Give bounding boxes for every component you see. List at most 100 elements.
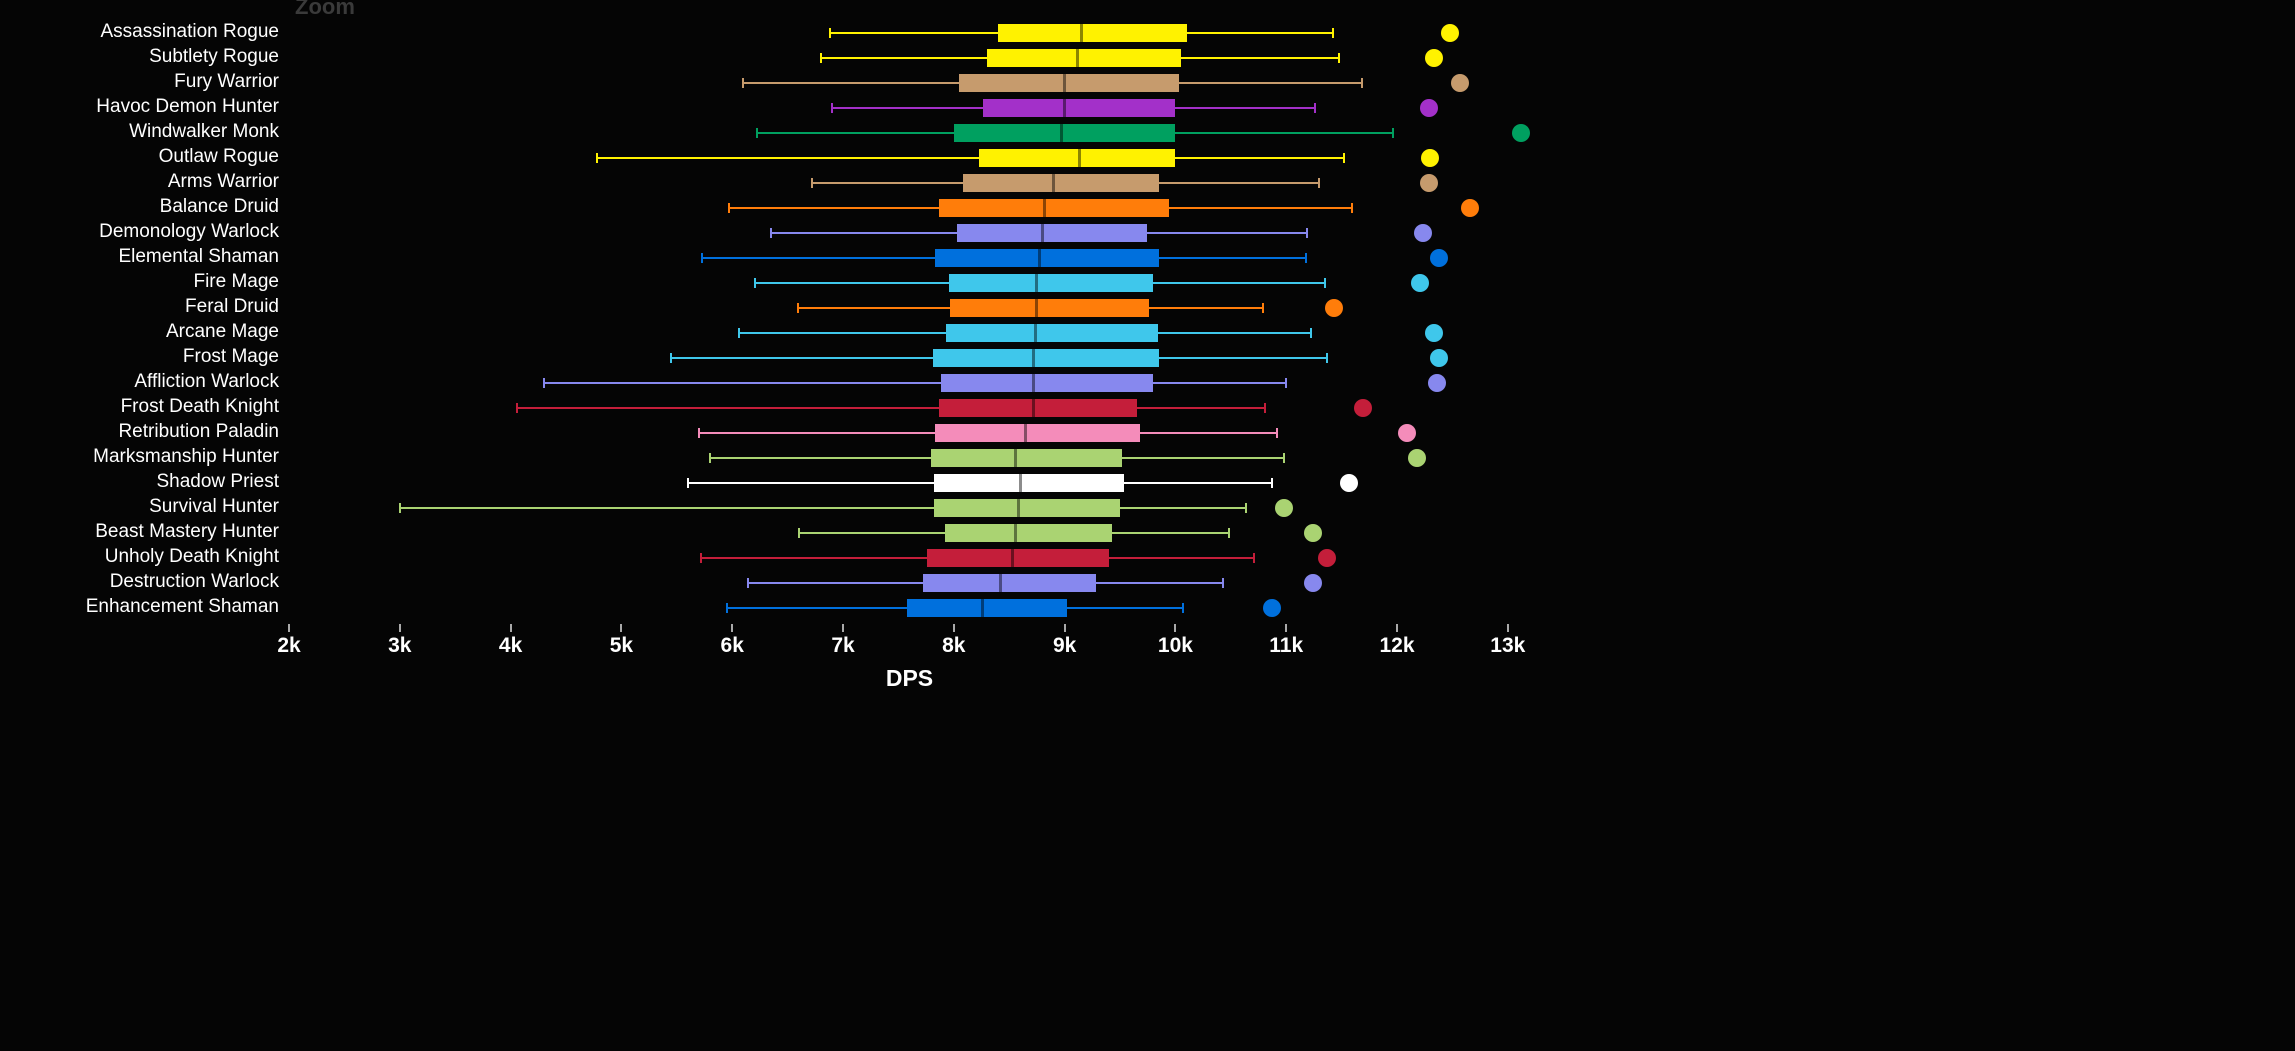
outlier-point[interactable] [1411,274,1429,292]
category-label: Beast Mastery Hunter [95,521,279,543]
x-axis-tick-label: 11k [1269,634,1303,658]
zoom-label[interactable]: Zoom [295,0,355,20]
chart-container: Zoom Assassination RogueSubtlety RogueFu… [0,0,1530,718]
box[interactable] [923,574,1096,592]
box[interactable] [950,299,1148,317]
box[interactable] [935,424,1140,442]
category-label: Retribution Paladin [118,421,279,443]
outlier-point[interactable] [1275,499,1293,517]
category-label: Feral Druid [185,296,279,318]
whisker-low [771,232,957,234]
whisker-high [1159,357,1327,359]
whisker-low [755,282,949,284]
outlier-point[interactable] [1325,299,1343,317]
box[interactable] [959,74,1178,92]
x-axis-tick [1064,624,1066,632]
whisker-high [1179,82,1362,84]
outlier-point[interactable] [1421,149,1439,167]
outlier-point[interactable] [1414,224,1432,242]
outlier-point[interactable] [1318,549,1336,567]
box[interactable] [983,99,1176,117]
outlier-point[interactable] [1304,574,1322,592]
whisker-cap-high [1324,278,1326,288]
x-axis-tick-label: 2k [277,634,300,658]
box[interactable] [939,399,1136,417]
category-label: Marksmanship Hunter [93,446,279,468]
outlier-point[interactable] [1425,49,1443,67]
box[interactable] [935,249,1159,267]
box[interactable] [939,199,1168,217]
outlier-point[interactable] [1354,399,1372,417]
x-axis-tick-label: 8k [942,634,965,658]
whisker-high [1137,407,1266,409]
outlier-point[interactable] [1340,474,1358,492]
outlier-point[interactable] [1263,599,1281,617]
outlier-point[interactable] [1430,349,1448,367]
category-label: Elemental Shaman [118,246,279,268]
whisker-cap-high [1392,128,1394,138]
whisker-high [1112,532,1228,534]
x-axis-tick [842,624,844,632]
outlier-point[interactable] [1420,174,1438,192]
outlier-point[interactable] [1512,124,1530,142]
median-line [1035,274,1038,292]
box[interactable] [941,374,1154,392]
category-label: Unholy Death Knight [105,546,279,568]
box[interactable] [931,449,1123,467]
category-label: Survival Hunter [149,496,279,518]
outlier-point[interactable] [1430,249,1448,267]
x-axis-tick-label: 9k [1053,634,1076,658]
outlier-point[interactable] [1304,524,1322,542]
outlier-point[interactable] [1408,449,1426,467]
x-axis-tick [953,624,955,632]
outlier-point[interactable] [1441,24,1459,42]
whisker-low [702,257,935,259]
box[interactable] [933,349,1159,367]
outlier-point[interactable] [1398,424,1416,442]
median-line [1063,74,1066,92]
whisker-cap-high [1351,203,1353,213]
box[interactable] [927,549,1109,567]
whisker-high [1159,257,1306,259]
outlier-point[interactable] [1420,99,1438,117]
box[interactable] [946,324,1158,342]
box[interactable] [954,124,1176,142]
box[interactable] [998,24,1186,42]
outlier-point[interactable] [1428,374,1446,392]
x-axis-tick [510,624,512,632]
x-axis-title: DPS [886,665,933,692]
category-label: Subtlety Rogue [149,46,279,68]
box[interactable] [945,524,1112,542]
box[interactable] [957,224,1146,242]
whisker-high [1096,582,1223,584]
box[interactable] [934,474,1125,492]
box[interactable] [934,499,1120,517]
category-label: Shadow Priest [156,471,279,493]
whisker-high [1158,332,1311,334]
median-line [981,599,984,617]
whisker-low [748,582,923,584]
box[interactable] [907,599,1067,617]
whisker-high [1159,182,1320,184]
box[interactable] [963,174,1159,192]
outlier-point[interactable] [1461,199,1479,217]
box[interactable] [987,49,1181,67]
x-axis-tick [731,624,733,632]
box[interactable] [949,274,1153,292]
whisker-low [699,432,935,434]
outlier-point[interactable] [1451,74,1469,92]
whisker-high [1169,207,1352,209]
whisker-high [1175,157,1343,159]
whisker-cap-low [698,428,700,438]
category-label: Affliction Warlock [134,371,279,393]
whisker-cap-low [742,78,744,88]
median-line [1078,149,1081,167]
median-line [1011,549,1014,567]
whisker-cap-high [1271,478,1273,488]
category-label: Havoc Demon Hunter [96,96,279,118]
whisker-cap-high [1314,103,1316,113]
whisker-cap-low [543,378,545,388]
whisker-cap-high [1343,153,1345,163]
outlier-point[interactable] [1425,324,1443,342]
whisker-cap-high [1262,303,1264,313]
